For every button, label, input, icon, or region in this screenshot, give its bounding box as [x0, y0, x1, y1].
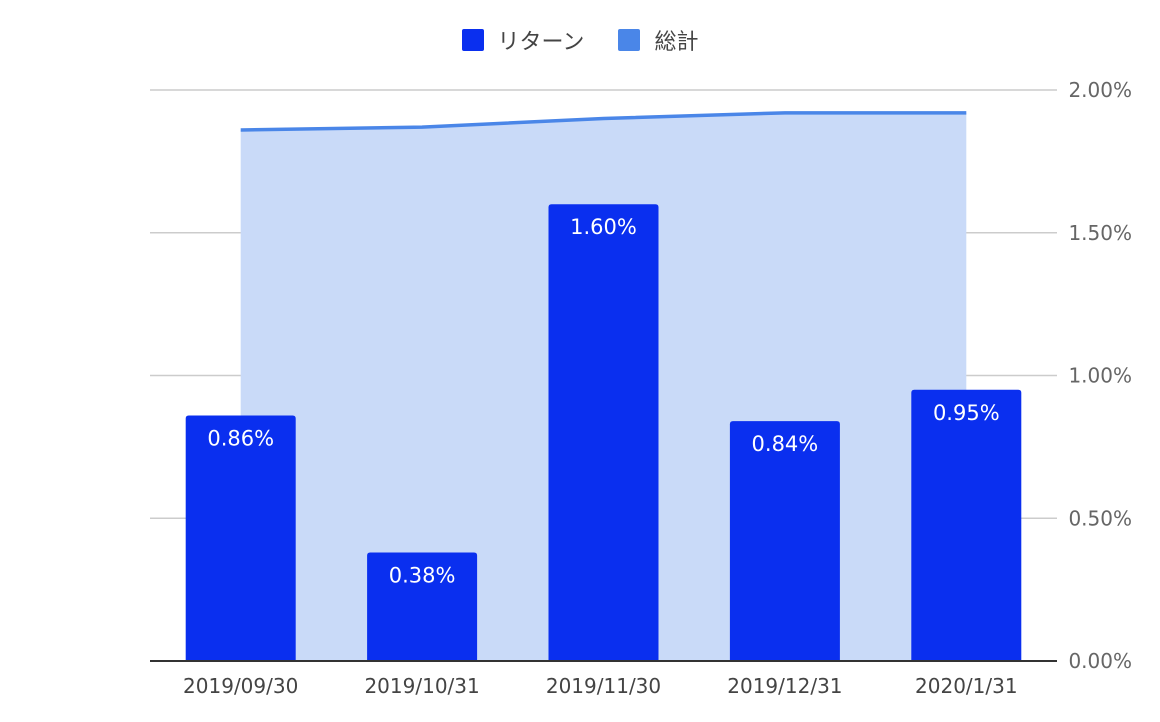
legend-item-total[interactable]: 総計 [618, 24, 698, 56]
bar-4[interactable] [911, 389, 1022, 661]
y-tick-label-4: 2.00% [1068, 78, 1132, 102]
legend-swatch-return [461, 29, 484, 51]
y-tick-label-0: 0.00% [1068, 649, 1132, 673]
bar-label-2: 1.60% [570, 215, 637, 239]
legend-swatch-total [618, 29, 641, 51]
y-tick-label-1: 0.50% [1068, 506, 1132, 530]
legend-label-total: 総計 [654, 30, 699, 55]
bar-label-1: 0.38% [389, 564, 456, 588]
y-tick-label-3: 1.50% [1068, 221, 1132, 245]
legend: リターン 総計 [0, 24, 1160, 56]
bar-1[interactable] [367, 552, 478, 661]
bar-0[interactable] [185, 415, 296, 661]
x-tick-label-3: 2019/12/31 [727, 674, 842, 698]
bar-2[interactable] [548, 204, 659, 661]
bar-label-3: 0.84% [752, 432, 819, 456]
x-tick-label-0: 2019/09/30 [183, 674, 298, 698]
x-tick-label-4: 2020/1/31 [915, 674, 1018, 698]
x-tick-label-2: 2019/11/30 [546, 674, 661, 698]
bar-3[interactable] [729, 421, 840, 661]
line-total [240, 111, 967, 132]
legend-item-return[interactable]: リターン [461, 24, 585, 56]
bar-label-0: 0.86% [207, 426, 274, 450]
legend-label-return: リターン [497, 30, 585, 55]
y-tick-label-2: 1.00% [1068, 364, 1132, 388]
x-tick-label-1: 2019/10/31 [364, 674, 479, 698]
bar-label-4: 0.95% [933, 401, 1000, 425]
